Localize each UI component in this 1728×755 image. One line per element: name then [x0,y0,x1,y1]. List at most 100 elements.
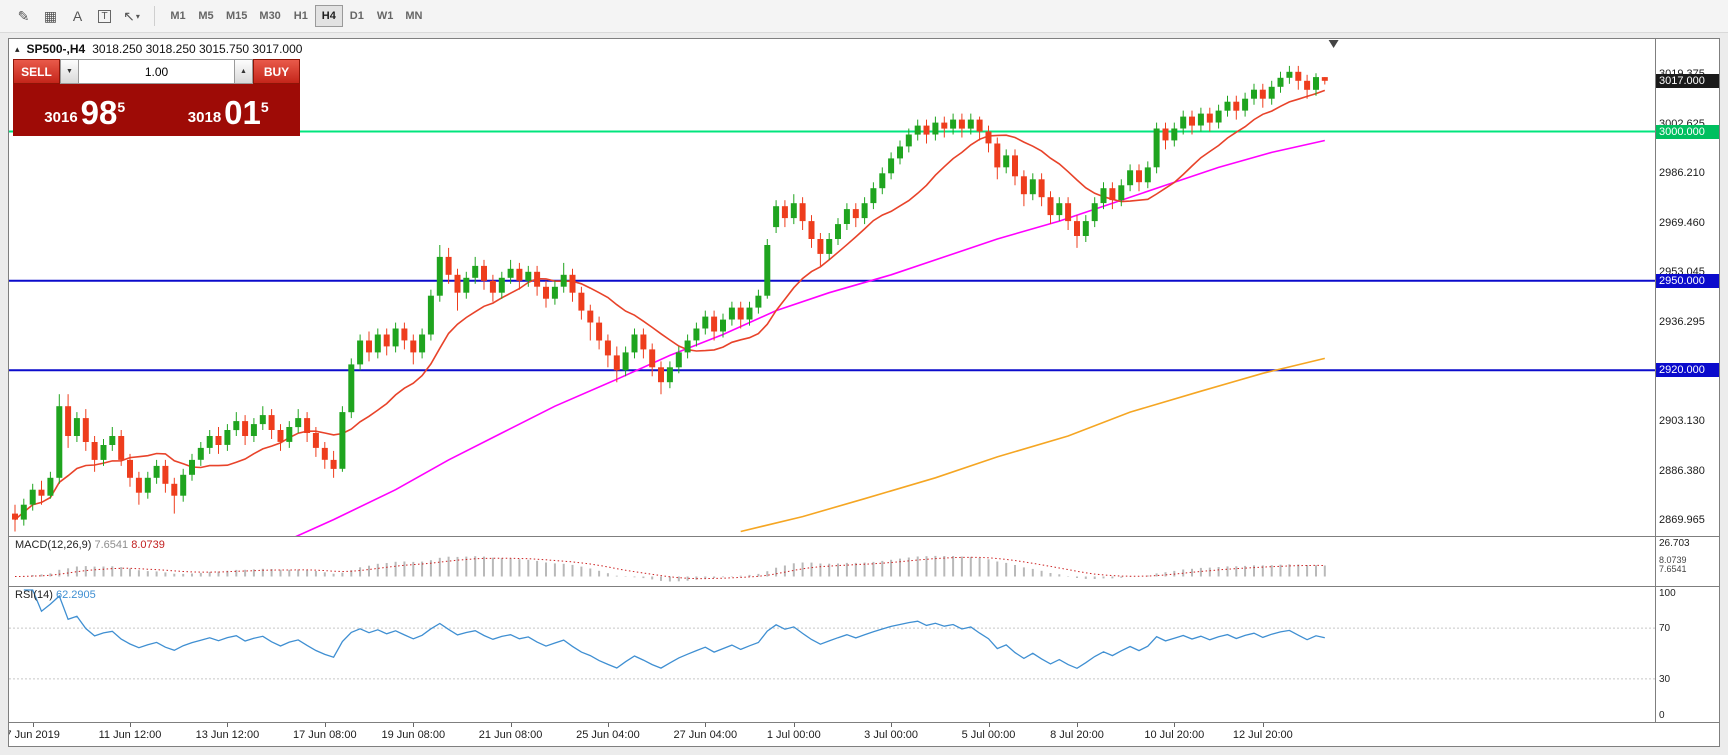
rsi-axis-label: 100 [1659,588,1676,599]
time-tick [130,723,131,727]
chart-pencil-icon[interactable]: ✎ [10,4,37,28]
time-axis[interactable]: 7 Jun 2019 11 Jun 12:00 13 Jun 12:00 17 Jun… [9,722,1719,746]
timeframe-button-h4[interactable]: H4 [314,5,343,27]
main-chart-plot[interactable]: ▴ SP500-,H4 3018.250 3018.250 3015.750 3… [9,39,1655,536]
time-tick [793,723,795,727]
toolbar-separator [154,6,155,26]
time-tick [891,723,893,727]
time-label: 27 Jun 04:00 [673,729,738,741]
time-label: 10 Jul 20:00 [1144,729,1205,741]
time-label: 3 Jul 00:00 [864,729,918,741]
ask-prefix: 3018 [187,109,222,126]
timeframe-group: M1 M5 M15 M30 H1 H4 D1 W1 MN [164,5,428,27]
collapse-triangle-icon[interactable]: ▴ [15,43,20,54]
time-tick [413,723,415,727]
rsi-axis: 100 70 30 0 [1655,586,1719,722]
time-label: 25 Jun 04:00 [576,729,640,741]
text-label-icon: A [72,8,83,24]
chart-title: ▴ SP500-,H4 3018.250 3018.250 3015.750 3… [15,42,302,56]
time-label: 7 Jun 2019 [9,729,60,741]
timeframe-button-m5[interactable]: M5 [192,5,220,27]
time-label: 8 Jul 20:00 [1050,729,1104,741]
chart-window: ▴ SP500-,H4 3018.250 3018.250 3015.750 3… [8,38,1720,747]
rsi-axis-label: 70 [1659,623,1671,635]
time-tick [988,723,990,727]
bid-pip-digit: 5 [117,99,126,115]
text-box-icon[interactable]: T [91,4,118,28]
ohlc-readout: 3018.250 3018.250 3015.750 3017.000 [92,42,303,56]
macd-axis-value: 8.0739 [1659,555,1687,565]
price-badge: 2950.000 [1656,273,1719,288]
macd-axis-max: 26.703 [1659,538,1690,549]
cursor-tool-icon[interactable]: ↖ ▾ [118,4,145,28]
drawing-tools-group: ✎ ▦ A T ↖ ▾ [10,4,145,28]
price-tick: 2986.210 [1659,166,1705,179]
bid-ask-display: 3016 98 5 3018 01 5 [13,84,300,136]
macd-chart[interactable] [9,537,1655,586]
volume-control: ▼ ▲ [60,59,253,84]
time-label: 13 Jun 12:00 [195,729,260,741]
macd-panel[interactable]: MACD(12,26,9) 7.6541 8.0739 [9,536,1655,586]
text-box-icon: T [98,9,111,23]
time-tick [324,723,326,727]
buy-button[interactable]: BUY [253,59,300,84]
rsi-label: RSI(14) 62.2905 [15,589,96,601]
volume-decrease-button[interactable]: ▼ [60,59,79,84]
top-toolbar: ✎ ▦ A T ↖ ▾ M1 M5 M15 M30 H1 H4 D1 W1 MN [0,0,1728,33]
text-label-icon[interactable]: A [64,4,91,28]
timeframe-button-m30[interactable]: M30 [253,5,286,27]
bid-prefix: 3016 [44,109,78,126]
rsi-panel[interactable]: RSI(14) 62.2905 [9,586,1655,722]
price-badge: 2920.000 [1656,363,1719,378]
volume-input[interactable] [79,59,234,84]
price-badge: 3017.000 [1656,73,1719,88]
rsi-value: 62.2905 [55,589,96,601]
timeframe-button-d1[interactable]: D1 [343,5,371,27]
ask-pip-digit: 5 [260,99,269,115]
macd-main-value: 7.6541 [94,539,129,551]
price-axis[interactable]: 3019.3753002.6252986.2102969.4602953.045… [1655,39,1719,536]
time-label: 11 Jun 12:00 [98,729,162,741]
time-label: 12 Jul 20:00 [1232,729,1293,741]
macd-axis: 26.703 8.0739 7.6541 [1655,536,1719,586]
symbol-timeframe-label: SP500-,H4 [26,42,86,56]
timeframe-button-m15[interactable]: M15 [220,5,253,27]
candlestick-chart[interactable] [9,39,1655,536]
price-tick: 2886.380 [1659,464,1705,477]
time-label: 1 Jul 00:00 [766,729,821,741]
time-tick [1077,723,1078,727]
rsi-axis-label: 0 [1659,710,1665,721]
timeframe-button-m1[interactable]: M1 [164,5,192,27]
timeframe-button-h1[interactable]: H1 [287,5,315,27]
grid-icon: ▦ [43,7,58,24]
time-label: 21 Jun 08:00 [478,729,543,741]
time-tick [607,723,609,727]
dropdown-caret-icon: ▾ [135,11,140,21]
rsi-chart[interactable] [9,587,1655,722]
macd-axis-value: 7.6541 [1659,564,1687,574]
price-tick: 2936.295 [1659,315,1705,328]
bid-price: 3016 98 5 [13,84,157,136]
timeframe-button-mn[interactable]: MN [399,5,428,27]
sell-button[interactable]: SELL [13,59,60,84]
price-tick: 2969.460 [1659,216,1705,229]
chart-pencil-icon: ✎ [17,7,30,24]
price-tick: 2903.130 [1659,414,1705,427]
macd-label: MACD(12,26,9) 7.6541 8.0739 [15,539,165,551]
grid-icon[interactable]: ▦ [37,4,64,28]
volume-increase-button[interactable]: ▲ [234,59,253,84]
time-tick [510,723,512,727]
rsi-axis-label: 30 [1659,673,1671,685]
time-label: 19 Jun 08:00 [381,729,446,741]
ask-big-digits: 01 [224,94,261,131]
time-tick [1262,723,1264,727]
macd-signal-value: 8.0739 [131,539,165,551]
rsi-name: RSI(14) [15,589,53,601]
price-badge: 3000.000 [1656,124,1719,139]
time-label: 5 Jul 00:00 [961,729,1016,741]
time-tick [227,723,229,727]
bid-big-digits: 98 [80,94,118,131]
time-tick [705,723,707,727]
timeframe-button-w1[interactable]: W1 [371,5,400,27]
